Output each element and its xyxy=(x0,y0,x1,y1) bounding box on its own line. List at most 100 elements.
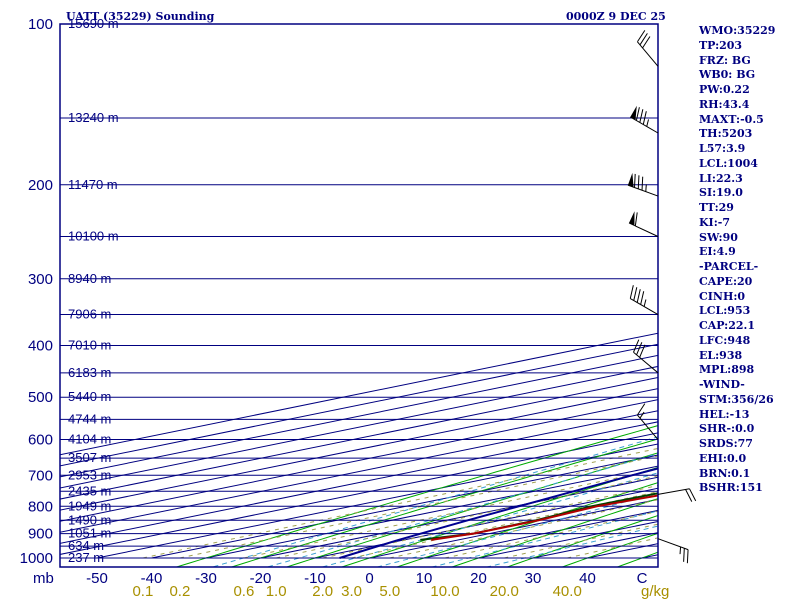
isotherm-line xyxy=(60,365,658,489)
index-row: PW:0.22 xyxy=(699,83,750,96)
height-label: 11470 m xyxy=(68,177,118,192)
wind-feather xyxy=(634,173,636,188)
wind-barb xyxy=(657,538,689,564)
wind-barb-staff xyxy=(637,414,659,440)
mixing-ratio-tick-label: 10.0 xyxy=(430,583,459,600)
wind-feather xyxy=(636,342,643,356)
wind-feather xyxy=(686,549,689,564)
wind-barb xyxy=(637,403,659,440)
index-row: TH:5203 xyxy=(699,127,753,141)
index-row: L57:3.9 xyxy=(699,142,746,155)
index-row: SHR-:0.0 xyxy=(699,422,755,436)
height-label: 13240 m xyxy=(68,110,119,125)
isotherm-line xyxy=(60,354,658,478)
isotherm-line xyxy=(205,465,658,559)
temperature-tick-label: -30 xyxy=(195,570,217,587)
temperature-tick-label: -50 xyxy=(86,570,108,587)
dry-adiabat-line xyxy=(450,498,658,567)
index-row: HEL:-13 xyxy=(699,407,750,421)
index-row: TP:203 xyxy=(699,38,743,52)
index-row: BRN:0.1 xyxy=(699,466,751,480)
parcel-path-line xyxy=(339,467,658,559)
pressure-tick-label: 100 xyxy=(28,16,53,33)
moist-adiabat-line xyxy=(484,525,658,567)
wind-barb-staff xyxy=(630,298,659,315)
pressure-tick-label: 500 xyxy=(28,389,53,406)
height-label: 6183 m xyxy=(68,365,111,380)
wind-feather xyxy=(683,548,685,562)
index-row: EI:4.9 xyxy=(699,245,736,259)
index-row: SW:90 xyxy=(699,230,738,244)
temperature-tick-label: 40 xyxy=(579,570,596,587)
wind-half-feather xyxy=(679,546,682,555)
temperature-tick-label: 20 xyxy=(470,570,487,587)
height-label: 15690 m xyxy=(68,16,119,31)
mixing-ratio-tick-label: 5.0 xyxy=(379,583,400,600)
wind-feather xyxy=(634,212,638,227)
wind-barb-staff xyxy=(628,222,659,237)
wind-feather xyxy=(637,30,646,43)
mixing-ratio-tick-label: 0.2 xyxy=(169,583,190,600)
temperature-tick-label: C xyxy=(637,570,648,587)
mixing-ratio-tick-label: 3.0 xyxy=(341,583,362,600)
wind-pennant xyxy=(628,211,635,226)
temperature-tick-label: -40 xyxy=(141,570,163,587)
mixing-ratio-line xyxy=(504,523,658,559)
isotherm-line xyxy=(60,388,658,511)
sounding-title: UATT (35229) Sounding xyxy=(66,10,215,23)
index-row: EHI:0.0 xyxy=(699,451,747,465)
isotherm-line xyxy=(60,399,658,522)
wind-barb xyxy=(657,488,697,502)
index-row: LCL:953 xyxy=(699,304,751,318)
wind-feather xyxy=(639,33,648,46)
mixing-ratio-line xyxy=(389,499,658,559)
wind-barb-staff xyxy=(657,538,689,551)
mixing-ratio-line xyxy=(567,537,658,559)
mixing-ratio-line xyxy=(444,510,658,559)
temperature-tick-label: 0 xyxy=(365,570,373,587)
mixing-ratio-tick-label: 0.6 xyxy=(233,583,254,600)
wind-feather xyxy=(640,291,645,305)
wind-barb-staff xyxy=(633,351,659,374)
pressure-tick-label: 800 xyxy=(28,498,53,515)
height-label: 1949 m xyxy=(68,498,111,513)
mixing-ratio-line xyxy=(276,475,658,559)
dry-adiabat-line xyxy=(777,24,800,569)
wind-feather xyxy=(685,489,693,502)
index-row: -WIND- xyxy=(699,378,745,391)
temperature-tick-label: 30 xyxy=(525,570,542,587)
dewpoint-profile-line xyxy=(420,492,658,541)
wind-feather xyxy=(633,339,640,353)
dry-adiabat-line xyxy=(395,482,658,567)
dry-adiabat-line xyxy=(505,514,658,567)
mixing-ratio-tick-label: 0.1 xyxy=(132,583,153,600)
isotherm-line xyxy=(60,343,658,467)
mixing-ratio-tick-label: 40.0 xyxy=(553,583,582,600)
height-label: 4744 m xyxy=(68,411,111,426)
pressure-tick-label: 1000 xyxy=(20,550,53,567)
pressure-tick-label: 200 xyxy=(28,177,53,194)
wind-half-feather xyxy=(643,299,647,307)
mixing-ratio-tick-label: 20.0 xyxy=(490,583,519,600)
isotherm-line xyxy=(60,421,658,544)
temperature-tick-label: -10 xyxy=(304,570,326,587)
index-row: CINH:0 xyxy=(699,289,746,303)
index-row: KI:-7 xyxy=(699,215,730,229)
index-row: -PARCEL- xyxy=(699,260,759,273)
height-label: 237 m xyxy=(68,550,104,565)
index-row: EL:938 xyxy=(699,348,743,362)
plot-frame xyxy=(59,23,659,568)
isotherm-line xyxy=(60,332,658,456)
pressure-tick-label: 400 xyxy=(28,338,53,355)
wind-pennant xyxy=(630,105,637,121)
mixing-ratio-line xyxy=(322,485,658,559)
index-row: SRDS:77 xyxy=(699,437,753,450)
mixing-ratio-tick-label: 1.0 xyxy=(266,583,287,600)
wind-pennant xyxy=(627,172,634,188)
height-label: 1051 m xyxy=(68,526,111,541)
height-label: 7906 m xyxy=(68,307,111,322)
pressure-unit-label: mb xyxy=(33,570,54,587)
dry-adiabat-line xyxy=(229,438,658,567)
index-row: LCL:1004 xyxy=(699,156,758,170)
